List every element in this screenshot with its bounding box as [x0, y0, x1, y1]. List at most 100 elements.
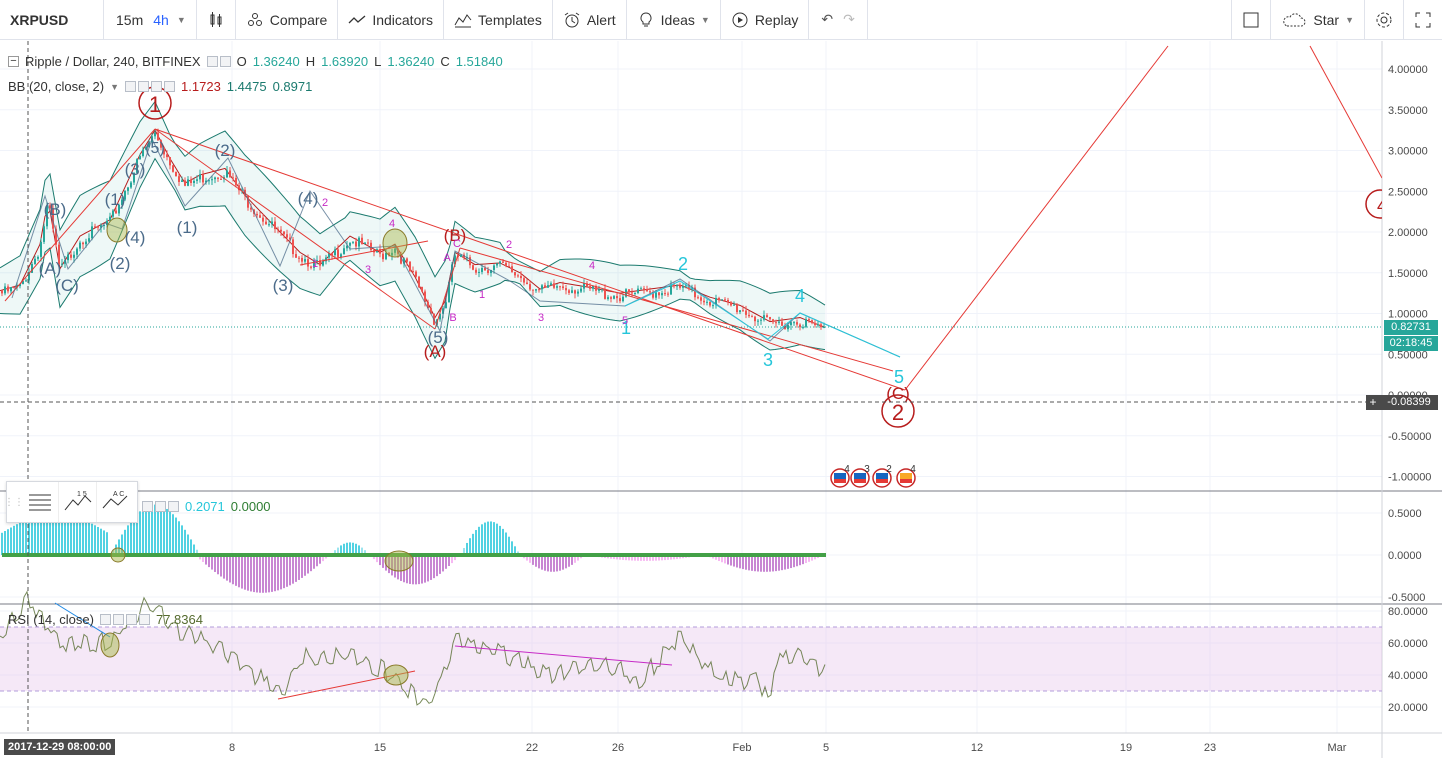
wave-label-minute: 5	[622, 315, 628, 327]
candle-body	[280, 229, 282, 232]
chevron-down-icon[interactable]: ▼	[176, 14, 186, 25]
candle-body	[229, 170, 231, 178]
wave-label-intermediate: (3)	[125, 160, 146, 179]
elliott-impulse-tool-button[interactable]: 1 5	[59, 482, 97, 522]
gear-icon[interactable]	[112, 614, 124, 625]
redo-icon[interactable]: ↷	[843, 11, 855, 27]
legend-buttons[interactable]	[142, 501, 179, 512]
open-value: 1.36240	[252, 54, 300, 69]
wave-label-minute: 4	[589, 260, 595, 272]
close-icon[interactable]	[168, 501, 179, 512]
close-icon[interactable]	[164, 81, 176, 92]
legend-buttons[interactable]	[125, 81, 176, 92]
candle-body	[595, 286, 597, 291]
chevron-down-icon[interactable]: ▼	[110, 81, 120, 92]
interval-4h-button[interactable]: 4h	[153, 11, 169, 28]
wave-label-minute: A	[443, 252, 451, 264]
gear-icon[interactable]	[142, 501, 153, 512]
candle-body	[478, 271, 480, 273]
candle-body	[85, 241, 87, 245]
add-alert-icon[interactable]: +	[1366, 395, 1380, 410]
candle-body	[616, 296, 618, 299]
interval-15m-button[interactable]: 15m	[116, 11, 144, 28]
indicators-button[interactable]: Indicators	[338, 0, 445, 40]
candle-body	[583, 283, 585, 289]
candle-body	[22, 281, 24, 285]
fullscreen-button[interactable]	[1404, 0, 1442, 40]
candle-body	[628, 289, 630, 293]
elliott-correction-tool-button[interactable]: A C	[97, 482, 135, 522]
candle-body	[163, 147, 165, 155]
candle-body	[292, 239, 294, 255]
gear-icon[interactable]	[219, 56, 231, 67]
candle-body	[508, 265, 510, 267]
candle-body	[481, 268, 483, 272]
candle-body	[409, 261, 411, 271]
replay-button[interactable]: Replay	[721, 0, 810, 40]
chart-type-button[interactable]	[197, 0, 236, 40]
candle-body	[631, 292, 633, 294]
axes: 4.00000 3.50000 3.00000 2.50000 2.00000 1.500…	[229, 64, 1432, 754]
close-icon[interactable]	[138, 614, 150, 625]
candle-body	[814, 322, 816, 326]
candle-body	[202, 174, 204, 183]
candle-body	[757, 320, 759, 322]
drag-handle-icon[interactable]: ⋮⋮	[4, 496, 24, 508]
wave-label-minute: B	[449, 312, 456, 324]
add-icon[interactable]	[155, 501, 166, 512]
rsi-band-fill	[0, 627, 1382, 691]
candle-body	[796, 322, 798, 325]
highlight-ellipse	[383, 664, 409, 686]
bb-lower-value: 0.8971	[272, 79, 313, 94]
lines-tool-button[interactable]	[21, 482, 59, 522]
crosshair-price-tag: -0.08399	[1380, 395, 1438, 410]
collapse-icon[interactable]: −	[8, 56, 19, 67]
compare-button[interactable]: Compare	[236, 0, 339, 40]
ideas-button[interactable]: Ideas ▼	[627, 0, 721, 40]
drawings-layer[interactable]: 124(B)(A)(C)(3)(1)(2)(3)(4)(5)(1)(2)(A)(…	[4, 45, 1394, 488]
chevron-down-icon[interactable]: ▼	[700, 14, 710, 25]
wave-label-minor: 2	[678, 254, 688, 274]
chevron-down-icon[interactable]: ▼	[1345, 14, 1354, 25]
alert-button[interactable]: Alert	[553, 0, 627, 40]
candle-body	[718, 297, 720, 301]
candle-body	[748, 314, 750, 317]
gear-icon[interactable]	[138, 81, 150, 92]
chart-area[interactable]: 1 2 4 (B) (A) (C) (3) (1) (2) (3) (4) (5) (1) (2) (A)(…	[0, 41, 1442, 758]
candle-body	[673, 284, 675, 286]
candle-body	[790, 322, 792, 326]
candle-body	[604, 289, 606, 299]
add-icon[interactable]	[151, 81, 163, 92]
trend-line	[4, 128, 156, 302]
candle-body	[283, 231, 285, 235]
legend-buttons[interactable]	[206, 56, 231, 67]
templates-button[interactable]: Templates	[444, 0, 553, 40]
add-icon[interactable]	[125, 614, 137, 625]
trend-line	[459, 247, 894, 372]
eye-icon[interactable]	[125, 81, 137, 92]
candle-body	[592, 286, 594, 289]
legend-buttons[interactable]	[99, 614, 150, 625]
candle-body	[10, 287, 12, 292]
rsi-pane	[0, 590, 1382, 706]
star-button[interactable]: Star ▼	[1271, 0, 1365, 40]
square-icon	[1243, 12, 1259, 27]
eye-icon[interactable]	[99, 614, 111, 625]
candle-body	[565, 288, 567, 291]
flag-icon	[834, 473, 846, 479]
candle-body	[187, 179, 189, 186]
candle-body	[745, 310, 747, 315]
candle-body	[580, 288, 582, 292]
undo-icon[interactable]: ↶	[821, 11, 834, 27]
settings-button[interactable]	[1365, 0, 1404, 40]
candle-body	[382, 253, 384, 260]
chart-canvas[interactable]: 124(B)(A)(C)(3)(1)(2)(3)(4)(5)(1)(2)(A)(…	[0, 41, 1442, 758]
symbol-search-button[interactable]: XRPUSD	[0, 0, 104, 40]
price-axis-label: -1.00000	[1388, 472, 1431, 484]
layout-button[interactable]	[1231, 0, 1272, 40]
candle-body	[406, 258, 408, 262]
eye-icon[interactable]	[206, 56, 218, 67]
candle-body	[805, 319, 807, 327]
candle-body	[523, 278, 525, 283]
wave-label-minute: 2	[322, 197, 328, 209]
